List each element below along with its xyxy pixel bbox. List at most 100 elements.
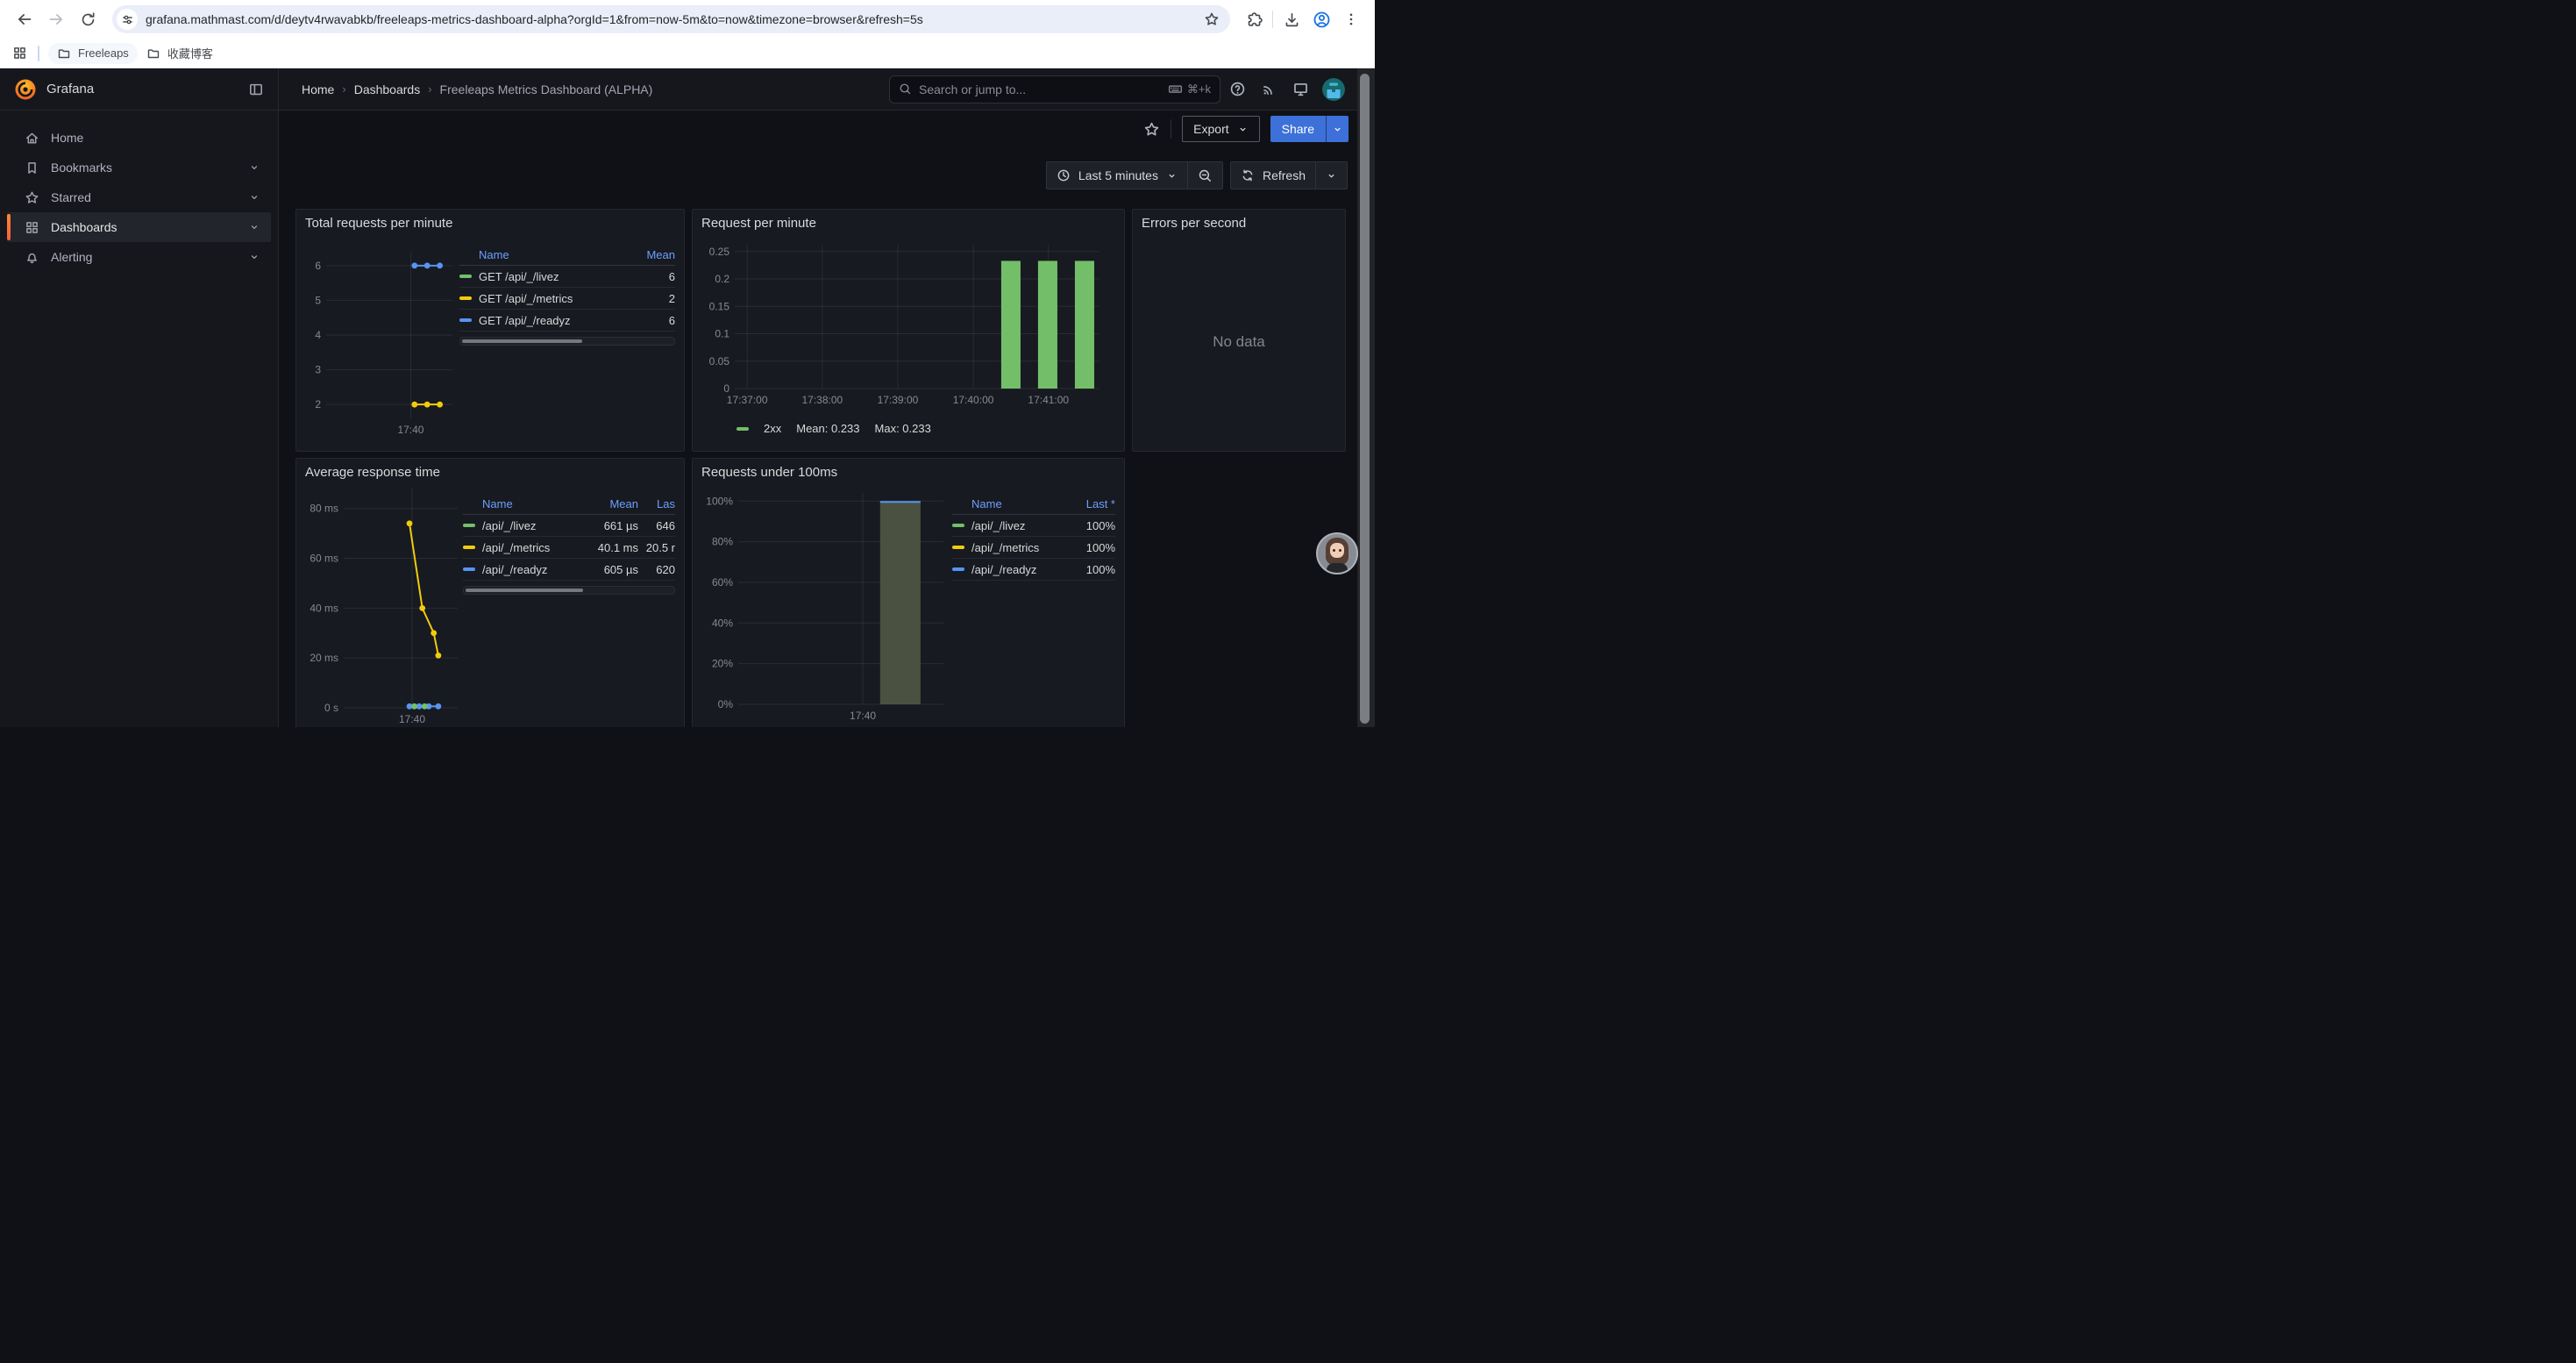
- column-header-last[interactable]: Las: [638, 497, 675, 510]
- panel-title[interactable]: Requests under 100ms: [693, 459, 1124, 482]
- table-horizontal-scrollbar[interactable]: [463, 586, 675, 595]
- series-color-swatch: [952, 567, 964, 571]
- series-name: /api/_/metrics: [482, 541, 582, 554]
- column-header-mean[interactable]: Mean: [582, 497, 638, 510]
- series-name: GET /api/_/livez: [479, 270, 626, 283]
- table-row[interactable]: GET /api/_/metrics 2: [459, 288, 675, 310]
- column-header-last[interactable]: Last *: [1066, 497, 1115, 510]
- grafana-logo[interactable]: [14, 78, 37, 101]
- share-button[interactable]: Share: [1270, 116, 1326, 142]
- browser-back-button[interactable]: [9, 4, 40, 35]
- table-horizontal-scrollbar[interactable]: [459, 337, 675, 346]
- chevron-down-icon[interactable]: [248, 191, 260, 203]
- page-scrollbar[interactable]: [1357, 68, 1375, 727]
- table-row[interactable]: /api/_/livez 661 µs 646: [463, 515, 675, 537]
- assistant-avatar[interactable]: [1316, 532, 1358, 574]
- panel-request-per-minute: Request per minute 0.250.20.150.10.05017…: [692, 209, 1125, 452]
- table-row[interactable]: GET /api/_/readyz 6: [459, 310, 675, 332]
- column-header-name[interactable]: Name: [482, 497, 582, 510]
- sidebar-item-label: Dashboards: [51, 220, 117, 234]
- bookmark-folder-blogs[interactable]: 收藏博客: [138, 41, 222, 65]
- bell-icon: [25, 250, 39, 265]
- bookmarks-divider: [38, 46, 39, 61]
- sidebar-item-home[interactable]: Home: [7, 123, 271, 153]
- breadcrumb-dashboards[interactable]: Dashboards: [354, 82, 421, 96]
- chevron-down-icon[interactable]: [248, 221, 260, 233]
- table-row[interactable]: /api/_/livez 100%: [952, 515, 1115, 537]
- sidebar-item-bookmarks[interactable]: Bookmarks: [7, 153, 271, 182]
- series-color-swatch: [952, 546, 964, 549]
- help-button[interactable]: [1222, 75, 1252, 104]
- favorite-dashboard-button[interactable]: [1143, 121, 1160, 138]
- address-bar[interactable]: [112, 5, 1230, 33]
- svg-text:17:41:00: 17:41:00: [1028, 394, 1069, 406]
- browser-reload-button[interactable]: [72, 4, 103, 35]
- collapse-sidebar-button[interactable]: [248, 82, 264, 97]
- column-header-mean[interactable]: Mean: [626, 248, 675, 261]
- legend-series-name[interactable]: 2xx: [764, 422, 781, 435]
- scrollbar-thumb[interactable]: [462, 339, 582, 343]
- bookmark-icon: [25, 161, 39, 175]
- browser-profile-button[interactable]: [1306, 4, 1336, 34]
- keyboard-icon: [1168, 82, 1183, 96]
- bookmark-folder-freeleaps[interactable]: Freeleaps: [48, 43, 138, 64]
- time-range-label: Last 5 minutes: [1078, 168, 1158, 182]
- bookmark-star-icon[interactable]: [1204, 11, 1220, 27]
- table-row[interactable]: GET /api/_/livez 6: [459, 266, 675, 288]
- browser-menu-button[interactable]: [1336, 4, 1366, 34]
- extensions-button[interactable]: [1239, 4, 1269, 34]
- chevron-down-icon: [1332, 124, 1343, 135]
- share-dropdown-button[interactable]: [1326, 116, 1348, 142]
- table-row[interactable]: /api/_/metrics 100%: [952, 537, 1115, 559]
- table-row[interactable]: /api/_/metrics 40.1 ms 20.5 r: [463, 537, 675, 559]
- column-header-name[interactable]: Name: [479, 248, 626, 261]
- no-data-message: No data: [1133, 232, 1345, 451]
- sidebar-item-alerting[interactable]: Alerting: [7, 242, 271, 272]
- table-row[interactable]: /api/_/readyz 605 µs 620: [463, 559, 675, 581]
- sidebar-item-dashboards[interactable]: Dashboards: [7, 212, 271, 242]
- svg-text:17:38:00: 17:38:00: [801, 394, 843, 406]
- scrollbar-thumb[interactable]: [466, 589, 583, 592]
- time-zoom-out-button[interactable]: [1187, 162, 1222, 189]
- search-input[interactable]: Search or jump to... ⌘+k: [889, 75, 1220, 103]
- panel-title[interactable]: Average response time: [296, 459, 684, 482]
- svg-text:40 ms: 40 ms: [310, 602, 338, 614]
- chevron-down-icon[interactable]: [248, 161, 260, 174]
- sidebar-item-starred[interactable]: Starred: [7, 182, 271, 212]
- series-name: GET /api/_/readyz: [479, 314, 626, 327]
- refresh-interval-button[interactable]: [1315, 162, 1347, 189]
- series-name: /api/_/metrics: [971, 541, 1066, 554]
- user-avatar[interactable]: [1322, 78, 1345, 101]
- apps-shortcut-button[interactable]: [12, 46, 27, 61]
- series-last: 620: [638, 563, 675, 576]
- downloads-button[interactable]: [1277, 4, 1306, 34]
- svg-text:3: 3: [315, 364, 321, 376]
- svg-text:0.2: 0.2: [715, 273, 729, 285]
- reload-icon: [80, 11, 96, 28]
- news-button[interactable]: [1254, 75, 1284, 104]
- panel-title[interactable]: Request per minute: [693, 210, 1124, 232]
- series-color-swatch: [459, 318, 472, 322]
- download-icon: [1284, 11, 1300, 28]
- scrollbar-thumb[interactable]: [1360, 74, 1370, 724]
- svg-text:60%: 60%: [712, 576, 733, 589]
- site-settings-icon[interactable]: [117, 9, 138, 30]
- url-input[interactable]: [146, 12, 1204, 26]
- star-icon: [25, 190, 39, 205]
- series-mean: 6: [626, 270, 675, 283]
- bookmarks-bar: Freeleaps 收藏博客: [0, 39, 1375, 68]
- series-mean: 661 µs: [582, 519, 638, 532]
- column-header-name[interactable]: Name: [971, 497, 1066, 510]
- table-row[interactable]: /api/_/readyz 100%: [952, 559, 1115, 581]
- panel-title[interactable]: Errors per second: [1133, 210, 1345, 232]
- refresh-button[interactable]: Refresh: [1231, 162, 1315, 189]
- time-range-button[interactable]: Last 5 minutes: [1047, 162, 1187, 189]
- panel-title[interactable]: Total requests per minute: [296, 210, 684, 232]
- legend-max: Max: 0.233: [875, 422, 931, 435]
- browser-forward-button[interactable]: [40, 4, 72, 35]
- chevron-down-icon[interactable]: [248, 251, 260, 263]
- breadcrumb-home[interactable]: Home: [302, 82, 334, 96]
- legend-mean: Mean: 0.233: [796, 422, 859, 435]
- export-button[interactable]: Export: [1182, 116, 1259, 142]
- kiosk-mode-button[interactable]: [1285, 75, 1315, 104]
